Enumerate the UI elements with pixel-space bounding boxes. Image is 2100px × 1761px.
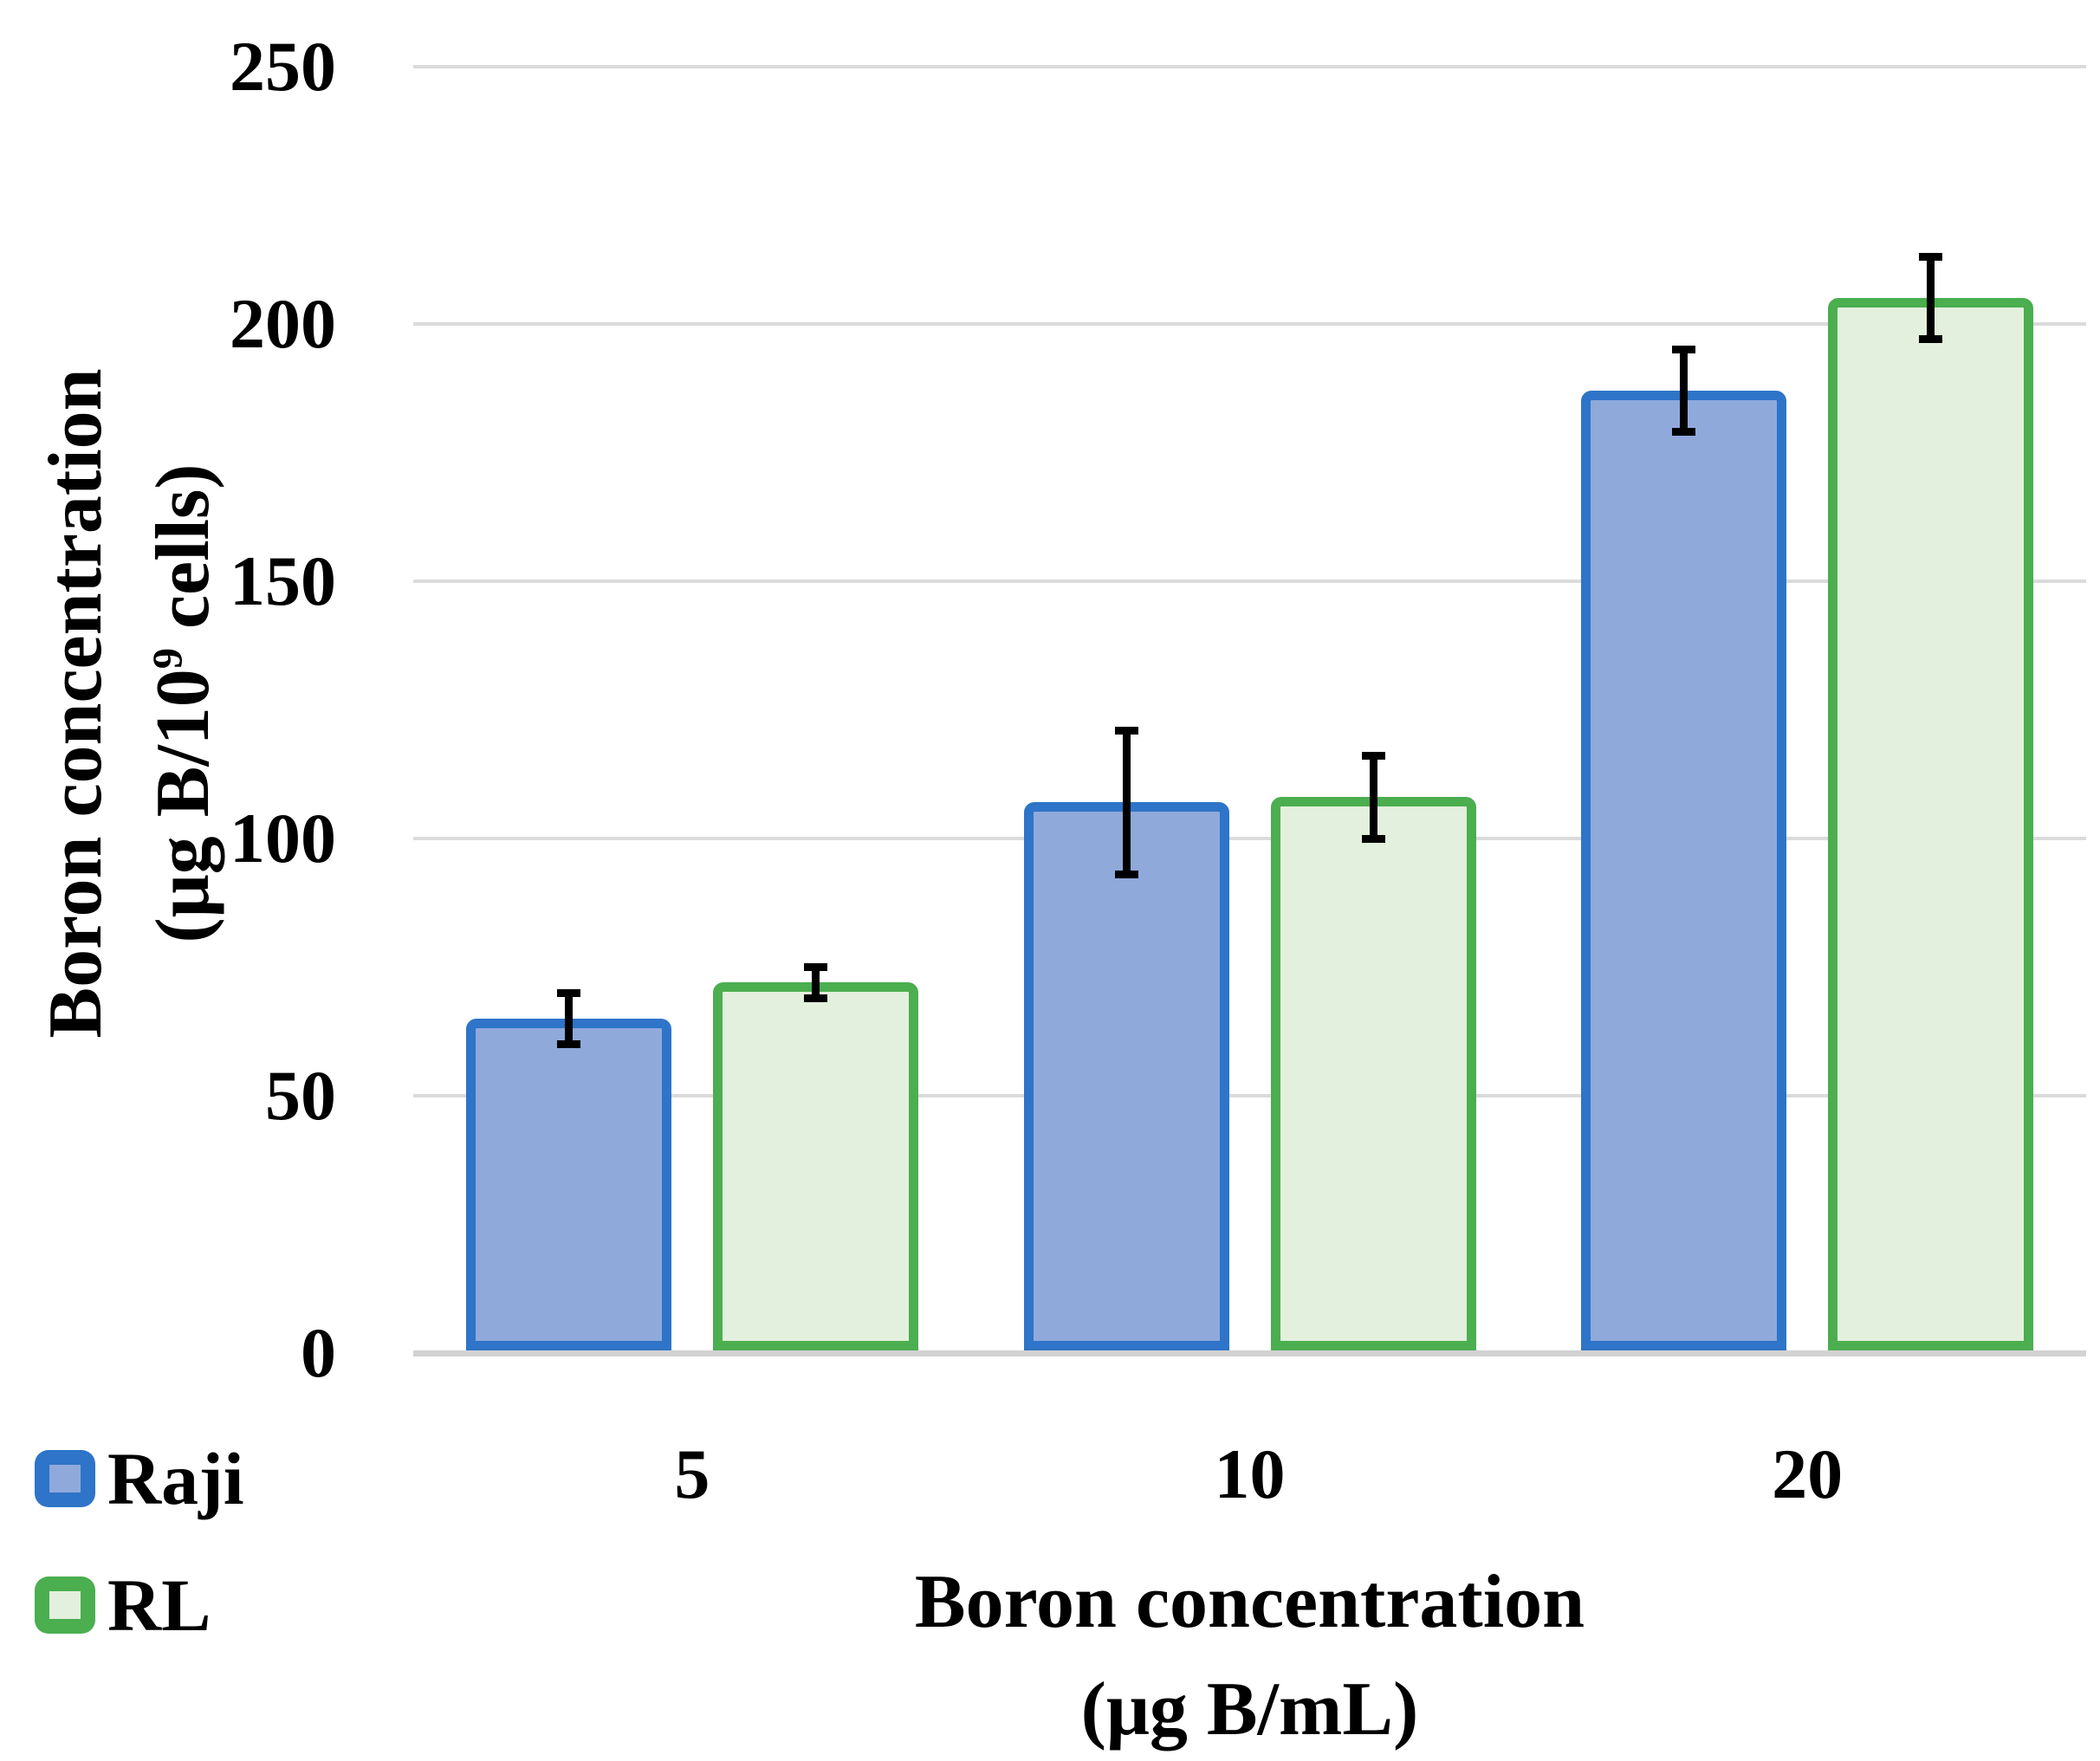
legend-swatch-rl bbox=[35, 1576, 95, 1634]
error-bar-cap-bottom-rl-20 bbox=[1919, 335, 1943, 344]
error-bar-line-raji-5 bbox=[564, 993, 573, 1045]
y-tick-label-150: 150 bbox=[230, 541, 336, 620]
x-tick-label-5: 5 bbox=[674, 1434, 710, 1513]
x-tick-label-10: 10 bbox=[1214, 1434, 1286, 1513]
y-axis-title-line1: Boron concentration bbox=[34, 368, 118, 1039]
error-bar-cap-bottom-raji-20 bbox=[1672, 428, 1696, 437]
y-tick-label-100: 100 bbox=[230, 799, 336, 877]
error-bar-cap-top-raji-10 bbox=[1114, 726, 1138, 735]
error-bar-cap-top-raji-20 bbox=[1672, 346, 1696, 354]
y-axis-title-line2: (μg B/109 cells) bbox=[130, 97, 237, 1310]
error-bar-line-rl-10 bbox=[1369, 755, 1377, 838]
legend-label-rl: RL bbox=[107, 1564, 211, 1647]
error-bar-cap-top-rl-5 bbox=[803, 963, 827, 971]
legend-label-raji: Raji bbox=[107, 1437, 244, 1520]
y-tick-label-0: 0 bbox=[301, 1313, 336, 1392]
error-bar-cap-top-rl-20 bbox=[1919, 253, 1943, 262]
error-bar-cap-bottom-raji-5 bbox=[556, 1040, 580, 1049]
bar-rl-20 bbox=[1828, 298, 2034, 1350]
y-axis-title-line2-prefix: (μg B/10 bbox=[141, 669, 225, 943]
x-axis-title-line2: (μg B/mL) bbox=[1080, 1667, 1419, 1751]
legend-item-rl: RL bbox=[35, 1566, 211, 1644]
x-axis-title-line1: Boron concentration bbox=[914, 1560, 1585, 1644]
error-bar-line-raji-10 bbox=[1122, 730, 1131, 875]
x-axis-line bbox=[413, 1350, 2086, 1356]
error-bar-cap-bottom-raji-10 bbox=[1114, 871, 1138, 879]
y-tick-label-50: 50 bbox=[265, 1056, 336, 1135]
x-tick-label-20: 20 bbox=[1772, 1434, 1844, 1513]
x-axis-title: Boron concentration (μg B/mL) bbox=[644, 1549, 1857, 1761]
error-bar-cap-top-rl-10 bbox=[1361, 752, 1385, 761]
gridline-200 bbox=[413, 322, 2086, 326]
legend-item-raji: Raji bbox=[35, 1440, 244, 1518]
gridline-250 bbox=[413, 65, 2086, 68]
bar-rl-10 bbox=[1270, 797, 1476, 1350]
gridline-150 bbox=[413, 579, 2086, 583]
error-bar-line-raji-20 bbox=[1680, 349, 1688, 432]
y-axis-title-line2-suffix: cells) bbox=[141, 463, 225, 649]
error-bar-cap-bottom-rl-5 bbox=[803, 994, 827, 1002]
bar-rl-5 bbox=[712, 982, 918, 1350]
bar-raji-5 bbox=[465, 1018, 671, 1350]
error-bar-cap-bottom-rl-10 bbox=[1361, 834, 1385, 843]
error-bar-cap-top-raji-5 bbox=[556, 988, 580, 997]
legend-swatch-raji bbox=[35, 1450, 95, 1507]
gridline-100 bbox=[413, 837, 2086, 840]
y-tick-label-250: 250 bbox=[230, 27, 336, 106]
error-bar-line-rl-5 bbox=[811, 967, 820, 999]
y-axis-title: Boron concentration (μg B/109 cells) bbox=[23, 97, 237, 1310]
y-tick-label-200: 200 bbox=[230, 284, 336, 363]
bar-raji-10 bbox=[1023, 802, 1229, 1350]
error-bar-line-rl-20 bbox=[1927, 256, 1935, 340]
gridline-50 bbox=[413, 1094, 2086, 1097]
bar-raji-20 bbox=[1581, 391, 1787, 1350]
y-axis-title-superscript: 9 bbox=[145, 648, 191, 670]
